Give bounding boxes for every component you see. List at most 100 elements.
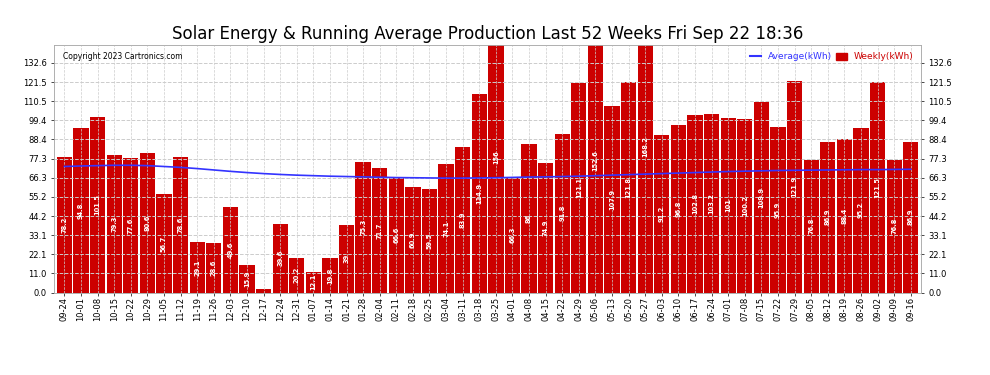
Text: 76.8: 76.8 <box>891 218 897 234</box>
Text: 83.9: 83.9 <box>459 212 465 228</box>
Text: 59.5: 59.5 <box>427 233 433 249</box>
Bar <box>455 147 470 292</box>
Bar <box>405 187 421 292</box>
Text: 156: 156 <box>493 151 499 164</box>
Bar <box>605 106 620 292</box>
Bar <box>820 142 836 292</box>
Bar <box>770 127 786 292</box>
Bar <box>671 125 686 292</box>
Bar <box>90 117 105 292</box>
Text: 60.9: 60.9 <box>410 232 416 248</box>
Bar <box>554 134 570 292</box>
Bar <box>804 159 819 292</box>
Bar <box>870 82 885 292</box>
Text: 79.3: 79.3 <box>111 216 117 232</box>
Bar <box>255 289 271 292</box>
Text: 76.8: 76.8 <box>808 218 814 234</box>
Text: 39: 39 <box>344 254 349 263</box>
Bar <box>571 83 586 292</box>
Bar <box>886 159 902 292</box>
Text: 121.8: 121.8 <box>626 177 632 198</box>
Bar <box>240 265 254 292</box>
Text: 75.3: 75.3 <box>360 219 366 236</box>
Bar <box>107 155 122 292</box>
Text: 91.2: 91.2 <box>658 206 665 222</box>
Text: 66.3: 66.3 <box>510 227 516 243</box>
Text: 74.9: 74.9 <box>543 219 548 236</box>
Bar <box>189 242 205 292</box>
Bar <box>654 135 669 292</box>
Title: Solar Energy & Running Average Production Last 52 Weeks Fri Sep 22 18:36: Solar Energy & Running Average Productio… <box>172 26 803 44</box>
Text: 168.2: 168.2 <box>643 136 648 158</box>
Text: 20.2: 20.2 <box>294 267 300 283</box>
Text: 86.9: 86.9 <box>825 209 831 225</box>
Bar <box>389 177 404 292</box>
Text: 49.6: 49.6 <box>228 242 234 258</box>
Bar <box>272 224 288 292</box>
Bar <box>422 189 438 292</box>
Text: 74.1: 74.1 <box>444 220 449 237</box>
Text: 91.8: 91.8 <box>559 205 565 221</box>
Text: 94.8: 94.8 <box>78 202 84 219</box>
Bar <box>738 119 752 292</box>
Text: 80.6: 80.6 <box>145 214 150 231</box>
Text: 86: 86 <box>526 213 532 223</box>
Text: 78.2: 78.2 <box>61 217 67 233</box>
Text: 95.2: 95.2 <box>858 202 864 218</box>
Bar <box>721 118 736 292</box>
Bar <box>621 82 637 292</box>
Text: 88.4: 88.4 <box>842 208 847 224</box>
Text: 121.9: 121.9 <box>792 177 798 198</box>
Text: 100.2: 100.2 <box>742 195 747 216</box>
Text: 102.8: 102.8 <box>692 193 698 214</box>
Bar <box>638 2 652 292</box>
Bar <box>837 140 852 292</box>
Bar <box>853 128 868 292</box>
Text: 19.8: 19.8 <box>327 267 333 284</box>
Bar <box>538 163 553 292</box>
Bar <box>223 207 238 292</box>
Bar <box>140 153 155 292</box>
Text: 152.6: 152.6 <box>592 150 598 171</box>
Text: 109.9: 109.9 <box>758 187 764 208</box>
Text: 78.6: 78.6 <box>177 216 183 233</box>
Text: 39.6: 39.6 <box>277 250 283 266</box>
Text: 95.9: 95.9 <box>775 201 781 217</box>
Bar <box>522 144 537 292</box>
Bar <box>753 102 769 292</box>
Text: 28.6: 28.6 <box>211 260 217 276</box>
Text: 66.6: 66.6 <box>393 227 399 243</box>
Bar <box>372 168 387 292</box>
Legend: Average(kWh), Weekly(kWh): Average(kWh), Weekly(kWh) <box>747 50 916 64</box>
Bar <box>355 162 370 292</box>
Bar <box>471 94 487 292</box>
Bar <box>123 158 139 292</box>
Bar <box>505 178 520 292</box>
Text: 86.9: 86.9 <box>908 209 914 225</box>
Text: 101: 101 <box>726 198 732 212</box>
Text: 56.7: 56.7 <box>161 235 167 252</box>
Text: 96.8: 96.8 <box>675 201 681 217</box>
Text: 15.9: 15.9 <box>244 271 249 287</box>
Text: 121.1: 121.1 <box>576 177 582 198</box>
Bar <box>289 258 304 292</box>
Bar <box>306 272 321 292</box>
Text: 121.5: 121.5 <box>874 177 880 198</box>
Bar <box>588 28 603 292</box>
Bar <box>339 225 354 292</box>
Text: Copyright 2023 Cartronics.com: Copyright 2023 Cartronics.com <box>63 53 182 62</box>
Text: 29.1: 29.1 <box>194 259 200 276</box>
Text: 114.9: 114.9 <box>476 183 482 204</box>
Bar <box>687 115 703 292</box>
Text: 107.9: 107.9 <box>609 189 615 210</box>
Bar <box>156 194 171 292</box>
Bar <box>56 157 72 292</box>
Bar <box>488 22 504 292</box>
Bar <box>439 164 453 292</box>
Bar <box>787 81 802 292</box>
Text: 103.2: 103.2 <box>709 193 715 214</box>
Text: 71.7: 71.7 <box>377 222 383 238</box>
Text: 12.1: 12.1 <box>310 274 317 290</box>
Bar <box>173 156 188 292</box>
Bar <box>73 128 89 292</box>
